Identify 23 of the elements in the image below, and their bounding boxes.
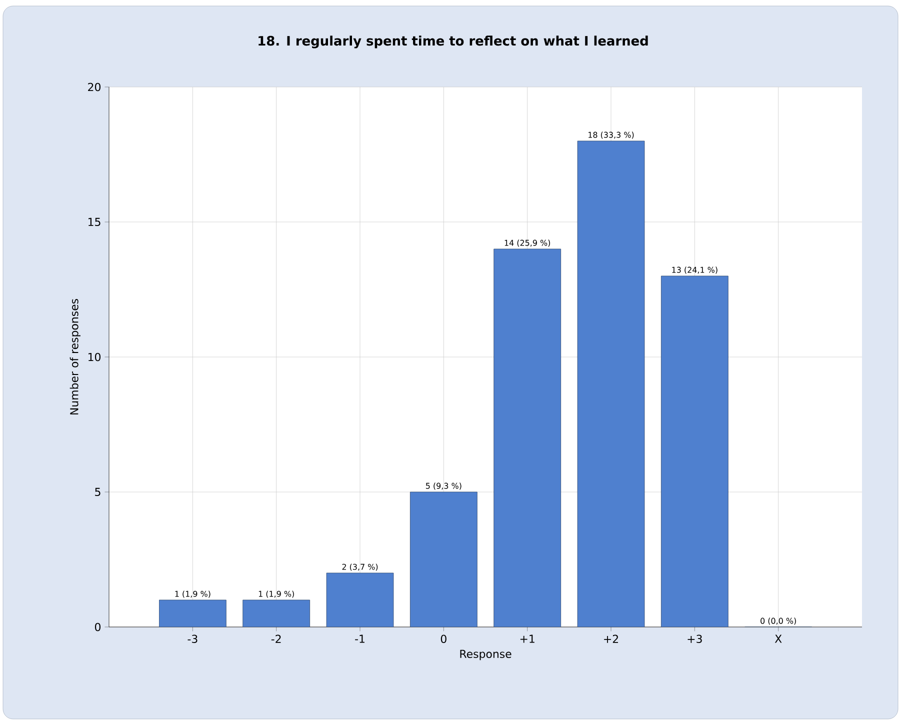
x-tick-label: -1 (355, 634, 364, 643)
y-tick-label: 5 (95, 488, 100, 496)
x-axis-title: Response (460, 650, 512, 660)
bar (410, 492, 478, 627)
x-tick-label: X (774, 634, 782, 643)
bar (326, 572, 394, 627)
bar (159, 600, 226, 627)
y-tick-label: 10 (88, 352, 100, 362)
x-tick-label: +2 (604, 634, 618, 643)
x-tick-label: -2 (271, 634, 281, 643)
chart-title: 18. I regularly spent time to reflect on what I learned (258, 36, 648, 48)
x-tick-label: +1 (520, 634, 534, 643)
x-tick-label: -3 (188, 634, 198, 644)
bar (661, 276, 728, 627)
y-tick-label: 15 (88, 218, 100, 226)
bar (577, 140, 645, 627)
x-tick-label: +3 (688, 634, 702, 644)
y-axis-title: Number of responses (70, 299, 80, 414)
x-tick-label: 0 (440, 634, 446, 644)
y-tick-label: 20 (88, 82, 100, 92)
bar (494, 248, 562, 627)
bar (242, 600, 310, 627)
y-tick-label: 0 (94, 622, 100, 632)
